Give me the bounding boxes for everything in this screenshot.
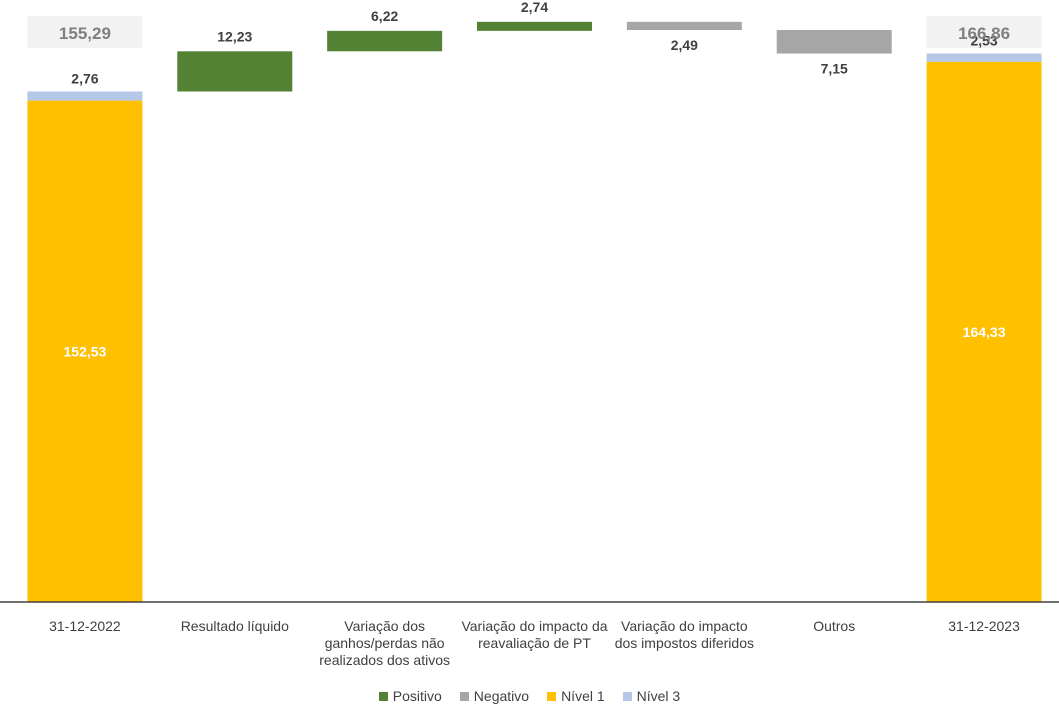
legend-label: Positivo (392, 688, 442, 704)
legend: Positivo Negativo Nível 1 Nível 3 (0, 688, 1059, 704)
bar-step-2 (477, 21, 592, 31)
x-tick-label-line: ganhos/perdas não (325, 635, 445, 651)
x-tick-label-line: realizados dos ativos (319, 652, 450, 668)
x-tick-label-line: Resultado líquido (181, 618, 289, 634)
legend-swatch (622, 691, 632, 701)
data-label-step-1: 6,22 (371, 8, 398, 24)
data-label-step-2: 2,74 (521, 0, 548, 15)
x-tick-label-line: Variação do impacto da (461, 618, 607, 634)
total-box-1 (926, 16, 1042, 48)
bar-step-4 (776, 30, 892, 54)
bar-step-1 (327, 30, 443, 52)
x-tick-label-line: Variação do impacto (621, 618, 748, 634)
legend-swatch (547, 691, 557, 701)
legend-label: Nível 3 (636, 688, 681, 704)
x-tick-label-line: dos impostos diferidos (615, 635, 754, 651)
data-label-nivel1-1: 164,33 (963, 324, 1006, 340)
x-tick-label-line: Outros (813, 618, 855, 634)
bar-nivel3-0 (27, 91, 143, 101)
x-tick-label-4: Variação do impacto dos impostos diferido… (615, 618, 754, 651)
legend-swatch (459, 691, 469, 701)
data-label-nivel1-0: 152,53 (64, 343, 107, 359)
data-label-nivel3-1: 2,53 (970, 32, 997, 48)
x-tick-label-3: Variação do impacto da reavaliação de PT (461, 618, 607, 651)
data-label-step-4: 7,15 (821, 61, 848, 77)
data-label-step-3: 2,49 (671, 37, 698, 53)
bars-layer (27, 16, 1042, 603)
bar-step-0 (177, 51, 293, 92)
legend-swatch (378, 691, 388, 701)
legend-item-3: Nível 3 (622, 688, 681, 704)
x-tick-label-line: 31-12-2023 (948, 618, 1020, 634)
bar-nivel1-1 (926, 61, 1042, 602)
x-tick-label-0: 31-12-2022 (49, 618, 121, 634)
total-label-0: 155,29 (59, 24, 111, 43)
legend-item-0: Positivo (378, 688, 442, 704)
legend-label: Negativo (473, 688, 530, 704)
legend-label: Nível 1 (561, 688, 605, 704)
x-tick-label-6: 31-12-2023 (948, 618, 1020, 634)
data-label-step-0: 12,23 (217, 28, 252, 44)
bar-nivel1-0 (27, 100, 143, 603)
legend-item-2: Nível 1 (547, 688, 605, 704)
x-tick-label-line: Variação dos (344, 618, 425, 634)
data-label-nivel3-0: 2,76 (71, 71, 98, 87)
legend-item-1: Negativo (459, 688, 530, 704)
axis-layer: 31-12-2022 Resultado líquido Variação dos g… (0, 601, 1059, 668)
x-tick-label-5: Outros (813, 618, 855, 634)
total-box-0 (27, 16, 143, 48)
bar-nivel3-1 (926, 53, 1042, 62)
total-label-1: 166,86 (958, 24, 1010, 43)
bar-step-3 (626, 21, 742, 31)
x-tick-label-2: Variação dos ganhos/perdas não realizados … (319, 618, 450, 668)
x-tick-label-line: reavaliação de PT (478, 635, 591, 651)
x-tick-label-line: 31-12-2022 (49, 618, 121, 634)
x-tick-label-1: Resultado líquido (181, 618, 289, 634)
